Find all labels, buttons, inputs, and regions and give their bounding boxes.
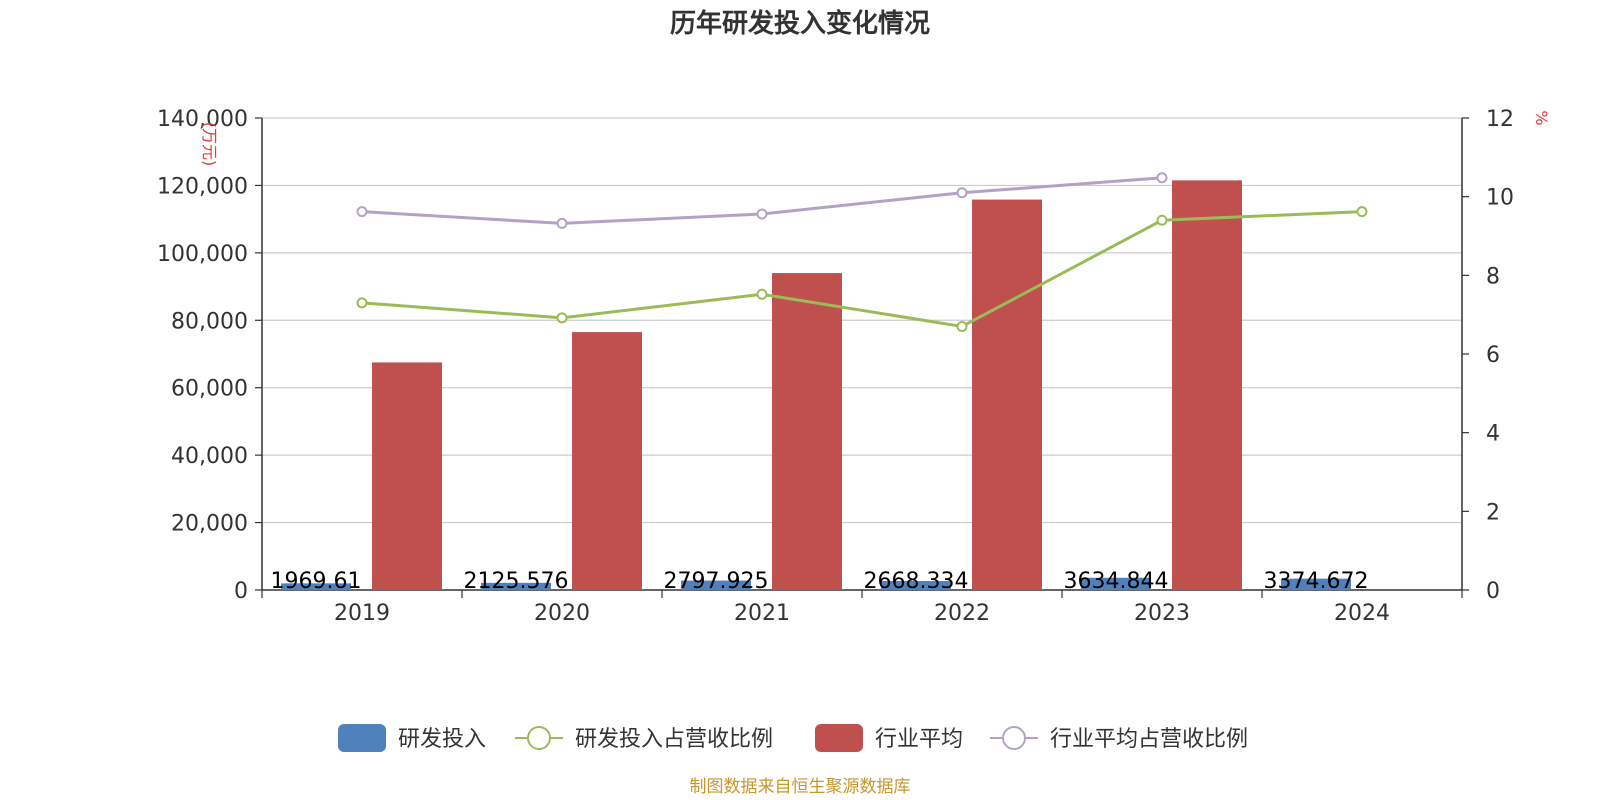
line-point [1356, 206, 1368, 218]
bar-industry [572, 332, 642, 590]
series-lines [356, 172, 1368, 332]
y-right-tick-label: 8 [1486, 264, 1500, 289]
x-tick-label: 2020 [534, 601, 590, 626]
legend-label: 行业平均 [875, 727, 963, 752]
bar-data-label: 2668.334 [864, 569, 969, 594]
bar-industry [972, 199, 1042, 591]
bar-industry [772, 273, 842, 590]
line-point [356, 206, 368, 218]
line-point [1156, 172, 1168, 184]
x-tick-label: 2019 [334, 601, 390, 626]
bars [281, 180, 1351, 591]
line-point [956, 320, 968, 332]
y-right-tick-label: 10 [1486, 186, 1514, 211]
x-tick-label: 2024 [1334, 601, 1390, 626]
legend-swatch-bar [338, 724, 386, 752]
legend-swatch-bar [815, 724, 863, 752]
y-left-tick-label: 120,000 [157, 174, 248, 199]
y-left-tick-label: 0 [234, 579, 248, 604]
legend: 研发投入 研发投入占营收比例 行业平均 行业平均占营收比例 [338, 724, 1248, 752]
y-left-tick-label: 20,000 [171, 512, 248, 537]
legend-swatch-point [1002, 726, 1026, 750]
y-right-tick-label: 6 [1486, 343, 1500, 368]
y-right-tick-label: 12 [1486, 107, 1514, 132]
legend-label: 行业平均占营收比例 [1050, 727, 1248, 752]
axes: 0 20,000 40,000 60,000 80,000 100,000 120,000 1… [157, 107, 1551, 626]
legend-label: 研发投入占营收比例 [575, 727, 773, 752]
legend-swatch-point [527, 726, 551, 750]
line-point [756, 208, 768, 220]
y-right-tick-label: 0 [1486, 579, 1500, 604]
bar-data-label: 2125.576 [464, 569, 569, 594]
bar-data-label: 2797.925 [664, 569, 769, 594]
line-point [956, 187, 968, 199]
bar-data-label: 3634.844 [1064, 569, 1169, 594]
bar-rd [1281, 578, 1351, 590]
data-labels: 1969.61 2125.576 2797.925 2668.334 3634.844 3… [271, 569, 1369, 594]
line-point [1156, 214, 1168, 226]
x-tick-label: 2021 [734, 601, 790, 626]
bar-data-label: 3374.672 [1264, 569, 1369, 594]
bar-rd [681, 580, 751, 590]
grid-lines [262, 117, 1462, 524]
y-right-unit: % [1532, 110, 1551, 125]
line-point [356, 297, 368, 309]
bar-rd [881, 581, 951, 590]
source-note: 制图数据来自恒生聚源数据库 [690, 777, 911, 797]
bar-rd [1081, 577, 1151, 590]
chart-title: 历年研发投入变化情况 [670, 8, 930, 39]
legend-label: 研发投入 [398, 727, 486, 752]
y-right-tick-label: 4 [1486, 422, 1500, 447]
line-point [556, 217, 568, 229]
y-left-tick-label: 140,000 [157, 107, 248, 132]
x-tick-label: 2023 [1134, 601, 1190, 626]
bar-industry [372, 362, 442, 590]
bar-rd [281, 583, 351, 590]
bar-industry [1172, 180, 1242, 590]
y-left-tick-label: 80,000 [171, 309, 248, 334]
y-right-tick-label: 2 [1486, 500, 1500, 525]
series-line [361, 210, 1363, 329]
x-tick-label: 2022 [934, 601, 990, 626]
bar-rd [481, 582, 551, 590]
y-left-tick-label: 40,000 [171, 444, 248, 469]
y-left-unit: (万元) [200, 122, 219, 167]
bar-data-label: 1969.61 [271, 569, 362, 594]
line-point [756, 288, 768, 300]
line-point [556, 312, 568, 324]
y-left-tick-label: 100,000 [157, 242, 248, 267]
y-left-tick-label: 60,000 [171, 377, 248, 402]
